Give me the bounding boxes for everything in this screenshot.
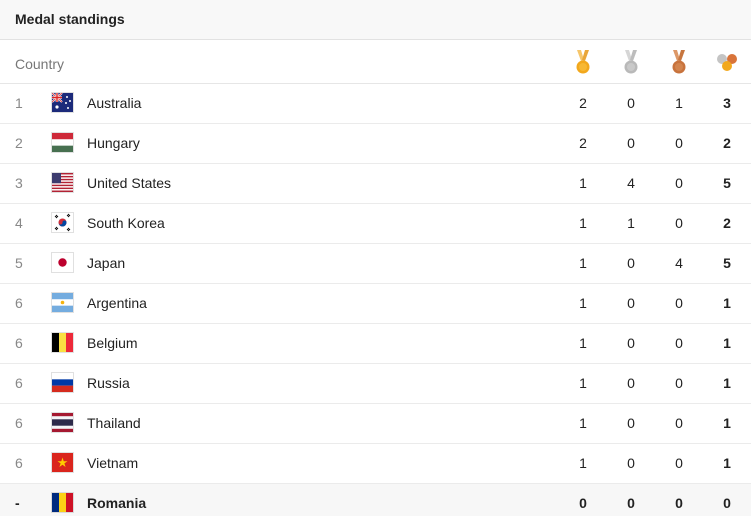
thailand-flag-icon — [52, 413, 73, 432]
total-count: 5 — [723, 175, 731, 191]
rank-cell: 3 — [15, 175, 23, 191]
country-name: United States — [87, 175, 172, 191]
rank-cell: 6 — [15, 375, 23, 391]
silver-count: 0 — [627, 415, 635, 431]
total-count: 1 — [723, 295, 731, 311]
rank-cell: 6 — [15, 415, 23, 431]
gold-count: 1 — [579, 375, 587, 391]
gold-medal-icon — [576, 50, 590, 74]
bronze-count: 0 — [675, 215, 683, 231]
total-count: 5 — [723, 255, 731, 271]
bronze-count: 0 — [675, 375, 683, 391]
total-count: 2 — [723, 215, 731, 231]
south-korea-flag-icon — [52, 213, 73, 232]
country-name: Belgium — [87, 335, 138, 351]
table-row[interactable]: 6 Argentina 1 0 0 1 — [0, 284, 751, 324]
rank-cell: 5 — [15, 255, 23, 271]
gold-count: 1 — [579, 335, 587, 351]
bronze-count: 0 — [675, 135, 683, 151]
country-name: Russia — [87, 375, 130, 391]
rank-cell: - — [15, 495, 20, 511]
page-title: Medal standings — [15, 11, 125, 27]
rank-cell: 6 — [15, 335, 23, 351]
silver-count: 0 — [627, 495, 635, 511]
table-row[interactable]: 4 South Korea 1 1 0 2 — [0, 204, 751, 244]
belgium-flag-icon — [52, 333, 73, 352]
column-header-row: Country — [0, 40, 751, 84]
table-row-highlighted[interactable]: - Romania 0 0 0 0 — [0, 484, 751, 516]
gold-count: 1 — [579, 255, 587, 271]
russia-flag-icon — [52, 373, 73, 392]
country-name: Argentina — [87, 295, 147, 311]
gold-count: 0 — [579, 495, 587, 511]
hungary-flag-icon — [52, 133, 73, 152]
gold-count: 2 — [579, 95, 587, 111]
bronze-count: 0 — [675, 175, 683, 191]
table-row[interactable]: 1 Australia 2 0 1 3 — [0, 84, 751, 124]
country-name: Australia — [87, 95, 142, 111]
medal-standings-header: Medal standings — [0, 0, 751, 40]
romania-flag-icon — [52, 493, 73, 512]
vietnam-flag-icon — [52, 453, 73, 472]
table-row[interactable]: 6 Russia 1 0 0 1 — [0, 364, 751, 404]
gold-count: 1 — [579, 295, 587, 311]
total-medals-icon — [717, 54, 737, 71]
silver-count: 0 — [627, 135, 635, 151]
bronze-count: 0 — [675, 495, 683, 511]
table-row[interactable]: 6 Vietnam 1 0 0 1 — [0, 444, 751, 484]
rank-cell: 4 — [15, 215, 23, 231]
table-row[interactable]: 3 United States 1 4 0 5 — [0, 164, 751, 204]
silver-count: 0 — [627, 295, 635, 311]
table-row[interactable]: 6 Thailand 1 0 0 1 — [0, 404, 751, 444]
bronze-count: 0 — [675, 455, 683, 471]
bronze-count: 0 — [675, 295, 683, 311]
bronze-count: 0 — [675, 415, 683, 431]
total-count: 3 — [723, 95, 731, 111]
silver-medal-icon — [624, 50, 638, 74]
table-row[interactable]: 5 Japan 1 0 4 5 — [0, 244, 751, 284]
silver-count: 0 — [627, 95, 635, 111]
country-name: Hungary — [87, 135, 140, 151]
silver-count: 4 — [627, 175, 635, 191]
gold-count: 2 — [579, 135, 587, 151]
country-column-header: Country — [15, 56, 65, 72]
silver-count: 0 — [627, 255, 635, 271]
country-name: South Korea — [87, 215, 165, 231]
table-row[interactable]: 2 Hungary 2 0 0 2 — [0, 124, 751, 164]
total-count: 1 — [723, 375, 731, 391]
gold-count: 1 — [579, 455, 587, 471]
silver-count: 0 — [627, 335, 635, 351]
country-name: Thailand — [87, 415, 141, 431]
table-row[interactable]: 6 Belgium 1 0 0 1 — [0, 324, 751, 364]
total-count: 1 — [723, 335, 731, 351]
bronze-count: 0 — [675, 335, 683, 351]
australia-flag-icon — [52, 93, 73, 112]
argentina-flag-icon — [52, 293, 73, 312]
rank-cell: 6 — [15, 295, 23, 311]
total-count: 2 — [723, 135, 731, 151]
silver-count: 0 — [627, 455, 635, 471]
rank-cell: 2 — [15, 135, 23, 151]
bronze-count: 1 — [675, 95, 683, 111]
country-name: Vietnam — [87, 455, 139, 471]
bronze-count: 4 — [675, 255, 683, 271]
total-count: 0 — [723, 495, 731, 511]
silver-count: 0 — [627, 375, 635, 391]
gold-count: 1 — [579, 415, 587, 431]
rank-cell: 6 — [15, 455, 23, 471]
gold-count: 1 — [579, 175, 587, 191]
gold-count: 1 — [579, 215, 587, 231]
bronze-medal-icon — [672, 50, 686, 74]
country-name: Japan — [87, 255, 126, 271]
total-count: 1 — [723, 455, 731, 471]
total-count: 1 — [723, 415, 731, 431]
rank-cell: 1 — [15, 95, 23, 111]
japan-flag-icon — [52, 253, 73, 272]
united-states-flag-icon — [52, 173, 73, 192]
country-name: Romania — [87, 495, 147, 511]
silver-count: 1 — [627, 215, 635, 231]
